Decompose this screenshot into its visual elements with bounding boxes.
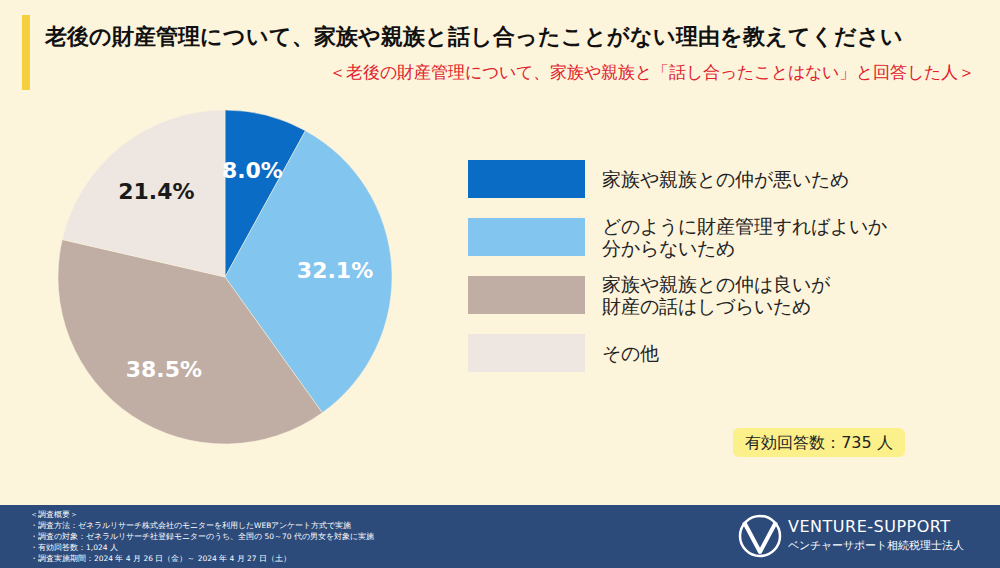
annotation-box [733, 428, 905, 457]
footer-note: ・有効回答数：1,024 人 [30, 543, 118, 552]
brand-sub: ベンチャーサポート相続税理士法人 [788, 539, 964, 551]
pie-slice [58, 240, 322, 444]
background [0, 0, 1000, 568]
legend: 家族や親族との仲が悪いためどのように財産管理すればよいか分からないため家族や親族… [468, 160, 887, 372]
data-label: 32.1% [297, 258, 373, 283]
legend-label: その他 [602, 342, 659, 364]
canvas: 老後の財産管理について、家族や親族と話し合ったことがない理由を教えてください ＜老… [0, 0, 1000, 568]
legend-swatch [468, 276, 585, 314]
data-label: 38.5% [126, 357, 202, 382]
title-accent [22, 15, 30, 90]
legend-label: 家族や親族との仲が悪いため [602, 168, 849, 190]
title: 老後の財産管理について、家族や親族と話し合ったことがない理由を教えてください [44, 24, 903, 49]
legend-label-line: その他 [602, 342, 659, 364]
legend-label-line: 家族や親族との仲は良いが [602, 273, 831, 295]
logo-v [744, 522, 776, 552]
brand: VENTURE-SUPPORT [788, 517, 951, 536]
footer-band [0, 505, 1000, 568]
legend-label-line: どのように財産管理すればよいか [602, 215, 887, 237]
footer-note: ・調査の対象：ゼネラルリサーチ社登録モニターのうち、全国の 50～70 代の男女… [30, 532, 374, 541]
legend-label-line: 家族や親族との仲が悪いため [602, 168, 849, 190]
brand-logo [740, 516, 780, 556]
page: {"chart_data": {"type": "pie", "title": … [0, 0, 1000, 568]
data-label: 8.0% [222, 158, 283, 183]
footer-note: ・調査実施期間：2024 年 4 月 26 日（金）～ 2024 年 4 月 2… [30, 554, 291, 563]
legend-label-line: 財産の話はしづらいため [602, 295, 811, 317]
legend-label: 家族や親族との仲は良いが財産の話はしづらいため [602, 273, 831, 317]
legend-swatch [468, 334, 585, 372]
pie-slice [62, 110, 225, 277]
data-label: 21.4% [118, 179, 194, 204]
annotation: 有効回答数：735 人 [745, 433, 893, 452]
legend-swatch [468, 160, 585, 198]
footer-note: ＜調査概要＞ [30, 510, 78, 519]
data-labels: 8.0% 32.1% 38.5% 21.4% [118, 158, 373, 381]
legend-label-line: 分からないため [602, 237, 735, 259]
legend-swatch [468, 218, 585, 256]
legend-label: どのように財産管理すればよいか分からないため [602, 215, 887, 259]
footer-note: ・調査方法：ゼネラルリサーチ株式会社のモニターを利用したWEBアンケート方式で実… [30, 521, 351, 530]
pie [58, 110, 392, 444]
subtitle: ＜老後の財産管理について、家族や親族と「話し合ったことはない」と回答した人＞ [329, 62, 975, 82]
logo-ring [740, 516, 780, 556]
